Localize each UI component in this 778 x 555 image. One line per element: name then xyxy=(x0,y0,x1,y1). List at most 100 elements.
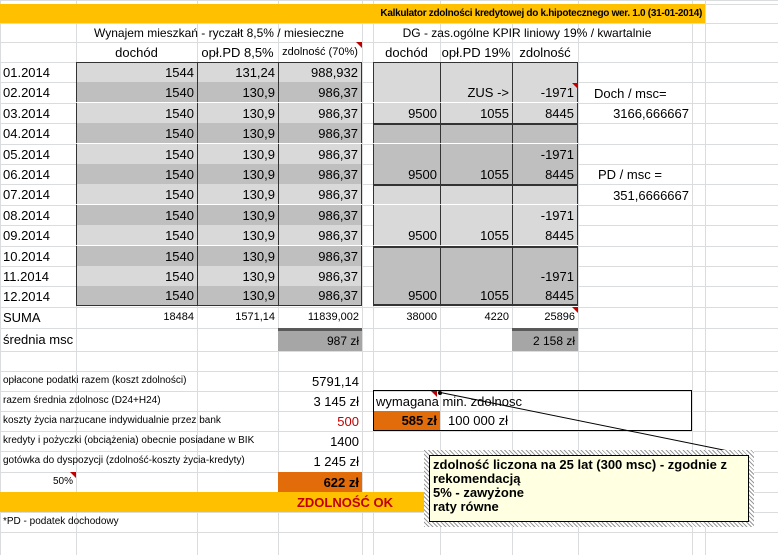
right-value[interactable]: 9500 xyxy=(373,103,440,123)
comment-box[interactable]: zdolność liczona na 25 lat (300 msc) - z… xyxy=(424,450,754,527)
left-value[interactable]: 1540 xyxy=(76,144,197,164)
left-value[interactable]: 986,37 xyxy=(278,286,362,306)
right-value[interactable] xyxy=(440,184,512,204)
left-value[interactable]: 988,932 xyxy=(278,62,362,82)
right-value[interactable] xyxy=(373,184,440,204)
left-value[interactable]: 1544 xyxy=(76,62,197,82)
suma-left[interactable]: 1571,14 xyxy=(235,311,275,323)
right-value[interactable] xyxy=(440,123,512,143)
right-value[interactable]: 8445 xyxy=(512,286,578,306)
month-label[interactable]: 03.2014 xyxy=(3,105,50,121)
left-value[interactable]: 1540 xyxy=(76,286,197,306)
left-value[interactable]: 1540 xyxy=(76,82,197,102)
srednia-label[interactable]: średnia msc xyxy=(3,332,74,347)
right-value[interactable] xyxy=(440,205,512,225)
left-value[interactable]: 130,9 xyxy=(197,82,278,102)
right-value[interactable] xyxy=(512,246,578,266)
month-label[interactable]: 08.2014 xyxy=(3,207,50,223)
right-header-1[interactable]: opł.PD 19% xyxy=(441,44,511,60)
month-label[interactable]: 11.2014 xyxy=(3,268,50,284)
right-value[interactable]: 9500 xyxy=(373,225,440,245)
summary-label[interactable]: gotówka do dyspozycji (zdolność-koszty ż… xyxy=(3,455,245,466)
left-value[interactable]: 986,37 xyxy=(278,184,362,204)
right-value[interactable] xyxy=(512,123,578,143)
suma-right[interactable]: 38000 xyxy=(406,311,437,323)
left-value[interactable]: 131,24 xyxy=(197,62,278,82)
right-value[interactable] xyxy=(373,123,440,143)
left-value[interactable]: 1540 xyxy=(76,266,197,286)
left-value[interactable]: 130,9 xyxy=(197,164,278,184)
right-value[interactable]: 1055 xyxy=(440,164,512,184)
summary-value[interactable]: 5791,14 xyxy=(312,373,359,389)
summary-value[interactable]: 1400 xyxy=(330,433,359,449)
summary-value[interactable]: 3 145 zł xyxy=(313,393,359,409)
srednia-left[interactable]: 987 zł xyxy=(278,328,362,351)
right-value[interactable]: 9500 xyxy=(373,286,440,306)
right-value[interactable] xyxy=(512,62,578,82)
left-header-0[interactable]: dochód xyxy=(115,44,158,60)
required-amount[interactable]: 100 000 zł xyxy=(448,413,508,428)
month-label[interactable]: 04.2014 xyxy=(3,125,50,141)
month-label[interactable]: 10.2014 xyxy=(3,248,50,264)
summary-label[interactable]: razem średnia zdolnosc (D24+H24) xyxy=(3,395,161,406)
month-label[interactable]: 06.2014 xyxy=(3,166,50,182)
left-value[interactable]: 986,37 xyxy=(278,123,362,143)
srednia-right[interactable]: 2 158 zł xyxy=(512,328,578,351)
left-value[interactable]: 986,37 xyxy=(278,266,362,286)
right-value[interactable] xyxy=(373,246,440,266)
percent-value[interactable]: 50% xyxy=(52,476,73,487)
summary-value[interactable]: 1 245 zł xyxy=(313,453,359,469)
suma-left[interactable]: 18484 xyxy=(163,311,194,323)
left-value[interactable]: 1540 xyxy=(76,205,197,225)
suma-label[interactable]: SUMA xyxy=(3,310,41,325)
right-value[interactable]: 8445 xyxy=(512,164,578,184)
summary-label[interactable]: kredyty i pożyczki (obciążenia) obecnie … xyxy=(3,435,255,446)
right-value[interactable] xyxy=(440,62,512,82)
left-value[interactable]: 986,37 xyxy=(278,246,362,266)
left-value[interactable]: 986,37 xyxy=(278,82,362,102)
left-value[interactable]: 986,37 xyxy=(278,205,362,225)
summary-value[interactable]: 500 xyxy=(337,413,359,429)
left-value[interactable]: 130,9 xyxy=(197,286,278,306)
left-value[interactable]: 986,37 xyxy=(278,144,362,164)
month-label[interactable]: 02.2014 xyxy=(3,84,50,100)
right-value[interactable] xyxy=(373,82,440,102)
left-value[interactable]: 130,9 xyxy=(197,184,278,204)
left-value[interactable]: 1540 xyxy=(76,123,197,143)
pd-value[interactable]: 351,6666667 xyxy=(613,187,689,203)
required-value[interactable]: 585 zł xyxy=(374,411,440,430)
right-value[interactable]: 1055 xyxy=(440,225,512,245)
left-value[interactable]: 130,9 xyxy=(197,123,278,143)
left-value[interactable]: 130,9 xyxy=(197,103,278,123)
left-value[interactable]: 130,9 xyxy=(197,205,278,225)
left-value[interactable]: 986,37 xyxy=(278,103,362,123)
right-header-2[interactable]: zdolność xyxy=(519,44,571,60)
summary-label[interactable]: koszty życia narzucane indywidualnie prz… xyxy=(3,415,221,426)
right-value[interactable]: 1055 xyxy=(440,286,512,306)
right-header-0[interactable]: dochód xyxy=(385,44,428,60)
left-value[interactable]: 130,9 xyxy=(197,266,278,286)
left-value[interactable]: 986,37 xyxy=(278,164,362,184)
left-value[interactable]: 1540 xyxy=(76,246,197,266)
right-value[interactable] xyxy=(440,266,512,286)
month-label[interactable]: 09.2014 xyxy=(3,227,50,243)
right-value[interactable]: 8445 xyxy=(512,103,578,123)
left-value[interactable]: 986,37 xyxy=(278,225,362,245)
right-value[interactable] xyxy=(373,62,440,82)
result-value[interactable]: 622 zł xyxy=(278,472,362,492)
right-value[interactable] xyxy=(440,246,512,266)
month-label[interactable]: 07.2014 xyxy=(3,186,50,202)
right-value[interactable]: -1971 xyxy=(512,205,578,225)
pd-label[interactable]: PD / msc = xyxy=(598,166,662,182)
right-value[interactable]: ZUS -> xyxy=(440,82,512,102)
right-value[interactable] xyxy=(373,266,440,286)
footnote[interactable]: *PD - podatek dochodowy xyxy=(3,516,119,527)
right-value[interactable]: 9500 xyxy=(373,164,440,184)
doch-value[interactable]: 3166,666667 xyxy=(613,105,689,121)
left-header-2[interactable]: zdolność (70%) xyxy=(282,45,358,58)
right-value[interactable] xyxy=(440,144,512,164)
month-label[interactable]: 12.2014 xyxy=(3,288,50,304)
left-header-1[interactable]: opł.PD 8,5% xyxy=(201,44,274,60)
right-value[interactable] xyxy=(373,144,440,164)
left-value[interactable]: 1540 xyxy=(76,103,197,123)
